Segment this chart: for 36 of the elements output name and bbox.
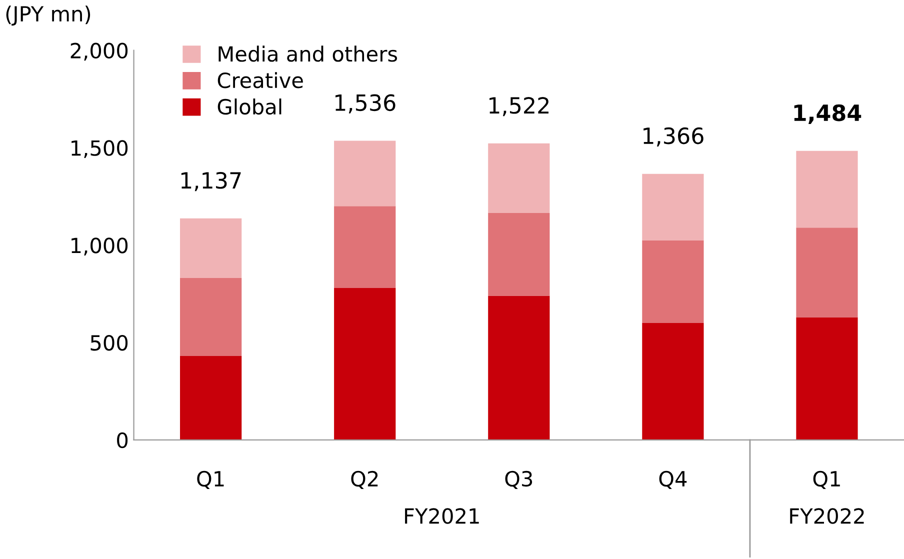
bar <box>488 212 550 296</box>
y-tick-label: 0 <box>117 432 128 448</box>
y-axis-title: (JPY mn) <box>6 6 90 26</box>
bar <box>642 240 704 324</box>
x-tick-label: Q1 <box>813 470 840 490</box>
x-tick-label: Q2 <box>351 470 378 490</box>
bar <box>334 140 396 206</box>
bar <box>180 218 242 278</box>
y-tick-label: 2,000 <box>70 42 128 61</box>
bar <box>180 356 242 440</box>
y-tick-label: 1,500 <box>72 140 128 158</box>
bar <box>796 228 858 318</box>
y-tick-label: 1,000 <box>72 238 128 256</box>
bar <box>796 150 858 228</box>
total-label: 1,137 <box>181 172 241 192</box>
x-tick-label: Q3 <box>505 470 532 490</box>
bar <box>488 296 550 440</box>
bar <box>334 206 396 288</box>
bar <box>488 143 550 213</box>
bar <box>796 317 858 440</box>
total-label: 1,536 <box>335 94 396 114</box>
total-label: 1,366 <box>644 127 704 146</box>
x-tick-label: Q4 <box>659 470 687 490</box>
x-tick-label: Q1 <box>197 470 224 490</box>
bar <box>180 278 242 356</box>
legend-label: Global <box>218 98 282 115</box>
text: FY2022 <box>790 508 864 524</box>
total-label: 1,522 <box>490 96 548 116</box>
bar <box>642 174 704 240</box>
bar <box>642 323 704 440</box>
total-label: 1,484 <box>794 104 862 124</box>
legend-label: Creative <box>218 72 303 88</box>
y-tick-label: 500 <box>90 334 128 351</box>
text: FY2021 <box>405 508 479 524</box>
bar <box>334 288 396 440</box>
legend-label: Media and others <box>218 46 398 62</box>
